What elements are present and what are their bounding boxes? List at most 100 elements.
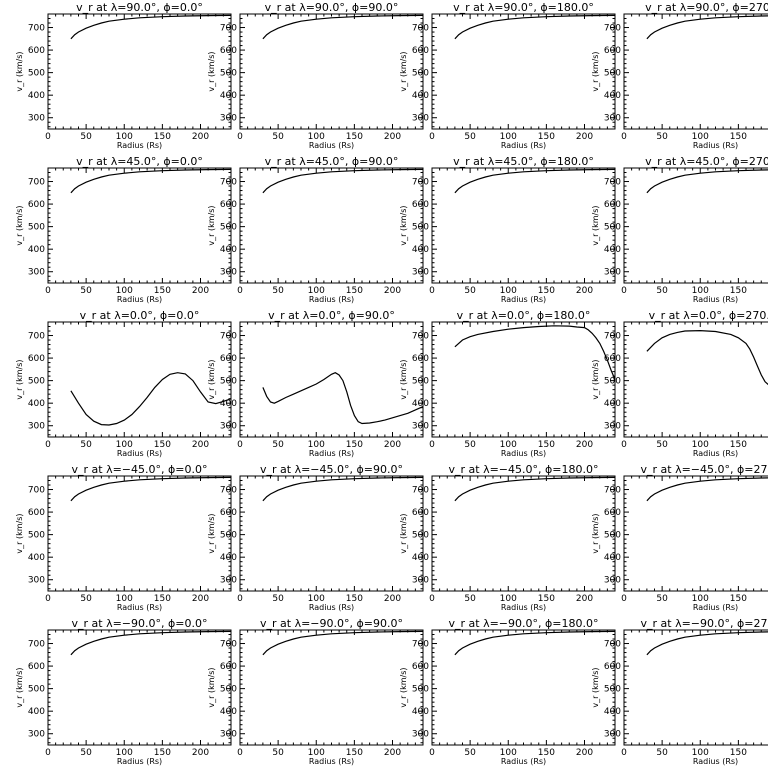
- x-tick-label: 0: [429, 132, 435, 142]
- x-axis-label: Radius (Rs): [117, 757, 162, 766]
- y-tick-label: 400: [220, 399, 237, 409]
- y-tick-label: 700: [412, 24, 429, 34]
- x-tick-label: 50: [80, 132, 92, 142]
- chart-panel: v_r at λ=−90.0°, ϕ=90.0° 0 50 100 150 200 300 4…: [207, 617, 424, 766]
- y-tick-label: 600: [412, 46, 429, 56]
- x-tick-label: 0: [621, 286, 627, 296]
- x-tick-label: 100: [692, 132, 709, 142]
- plot-frame: [431, 475, 616, 592]
- x-tick-label: 50: [272, 594, 284, 604]
- y-tick-label: 400: [412, 91, 429, 101]
- x-axis-label: Radius (Rs): [693, 757, 738, 766]
- chart-panel: v_r at λ=−90.0°, ϕ=0.0° 0 50 100 150 200 300 40…: [15, 617, 232, 766]
- plot-frame: [47, 13, 232, 130]
- x-tick-label: 0: [237, 748, 243, 758]
- x-tick-label: 0: [429, 286, 435, 296]
- y-tick-label: 300: [604, 730, 621, 740]
- y-tick-label: 700: [412, 178, 429, 188]
- y-tick-label: 500: [412, 69, 429, 79]
- y-tick-label: 700: [220, 332, 237, 342]
- plot-frame: [47, 475, 232, 592]
- y-tick-label: 600: [604, 200, 621, 210]
- y-axis-label: v_r (km/s): [399, 513, 408, 553]
- x-tick-label: 100: [692, 594, 709, 604]
- panel-title: v_r at λ=90.0°, ϕ=0.0°: [76, 1, 203, 14]
- series-line: [262, 14, 424, 40]
- chart-panel: v_r at λ=0.0°, ϕ=0.0° 0 50 100 150 200 300 400 5…: [15, 309, 232, 458]
- series-line: [454, 168, 616, 194]
- x-tick-label: 100: [692, 286, 709, 296]
- y-tick-label: 700: [604, 24, 621, 34]
- y-tick-label: 300: [604, 576, 621, 586]
- x-tick-label: 50: [464, 286, 476, 296]
- x-tick-label: 200: [192, 286, 209, 296]
- x-tick-label: 150: [730, 748, 747, 758]
- chart-panel: v_r at λ=45.0°, ϕ=90.0° 0 50 100 150 200 300 40…: [207, 155, 424, 304]
- x-axis-label: Radius (Rs): [309, 603, 354, 612]
- y-tick-label: 600: [412, 662, 429, 672]
- plot-frame: [239, 321, 424, 438]
- x-tick-label: 200: [576, 286, 593, 296]
- y-tick-label: 300: [220, 268, 237, 278]
- y-tick-label: 300: [28, 422, 45, 432]
- plot-frame: [47, 629, 232, 746]
- y-tick-label: 500: [412, 685, 429, 695]
- x-tick-label: 150: [154, 286, 171, 296]
- y-tick-label: 500: [412, 531, 429, 541]
- x-tick-label: 100: [308, 594, 325, 604]
- y-tick-label: 500: [220, 531, 237, 541]
- x-tick-label: 100: [308, 132, 325, 142]
- y-tick-label: 400: [412, 245, 429, 255]
- y-tick-label: 300: [604, 422, 621, 432]
- chart-panel: v_r at λ=90.0°, ϕ=90.0° 0 50 100 150 200 300 40…: [207, 1, 424, 150]
- y-axis-label: v_r (km/s): [207, 205, 216, 245]
- y-tick-label: 400: [28, 245, 45, 255]
- series-line: [646, 631, 768, 656]
- y-tick-label: 300: [220, 114, 237, 124]
- y-tick-label: 600: [220, 508, 237, 518]
- x-tick-label: 0: [237, 286, 243, 296]
- y-tick-label: 500: [220, 377, 237, 387]
- x-tick-label: 100: [116, 132, 133, 142]
- y-tick-label: 300: [412, 730, 429, 740]
- x-axis-label: Radius (Rs): [117, 141, 162, 150]
- x-tick-label: 50: [272, 286, 284, 296]
- plot-frame: [623, 475, 768, 592]
- x-tick-label: 200: [192, 594, 209, 604]
- y-tick-label: 600: [412, 508, 429, 518]
- series-line: [262, 630, 424, 656]
- panel-title: v_r at λ=90.0°, ϕ=180.0°: [453, 1, 594, 14]
- x-tick-label: 200: [192, 748, 209, 758]
- y-axis-label: v_r (km/s): [207, 667, 216, 707]
- y-tick-label: 700: [604, 640, 621, 650]
- x-tick-label: 200: [384, 132, 401, 142]
- y-tick-label: 700: [28, 332, 45, 342]
- y-tick-label: 600: [28, 662, 45, 672]
- y-axis-label: v_r (km/s): [399, 205, 408, 245]
- x-tick-label: 100: [116, 748, 133, 758]
- x-tick-label: 0: [237, 594, 243, 604]
- y-tick-label: 500: [604, 223, 621, 233]
- x-axis-label: Radius (Rs): [309, 295, 354, 304]
- y-axis-label: v_r (km/s): [207, 51, 216, 91]
- panel-title: v_r at λ=45.0°, ϕ=270.0°: [645, 155, 768, 168]
- plot-frame: [623, 13, 768, 130]
- y-tick-label: 600: [604, 354, 621, 364]
- panel-title: v_r at λ=45.0°, ϕ=180.0°: [453, 155, 594, 168]
- y-tick-label: 600: [28, 200, 45, 210]
- x-axis-label: Radius (Rs): [693, 449, 738, 458]
- x-tick-label: 150: [346, 286, 363, 296]
- y-axis-label: v_r (km/s): [591, 205, 600, 245]
- x-axis-label: Radius (Rs): [501, 603, 546, 612]
- y-tick-label: 500: [28, 377, 45, 387]
- plot-frame: [623, 167, 768, 284]
- x-tick-label: 50: [464, 132, 476, 142]
- y-tick-label: 600: [28, 508, 45, 518]
- panel-title: v_r at λ=90.0°, ϕ=270.0°: [645, 1, 768, 14]
- series-line: [262, 476, 424, 502]
- y-axis-label: v_r (km/s): [15, 205, 24, 245]
- x-tick-label: 100: [500, 132, 517, 142]
- chart-panel: v_r at λ=0.0°, ϕ=90.0° 0 50 100 150 200 300 400…: [207, 309, 424, 458]
- y-tick-label: 400: [28, 399, 45, 409]
- x-tick-label: 50: [464, 594, 476, 604]
